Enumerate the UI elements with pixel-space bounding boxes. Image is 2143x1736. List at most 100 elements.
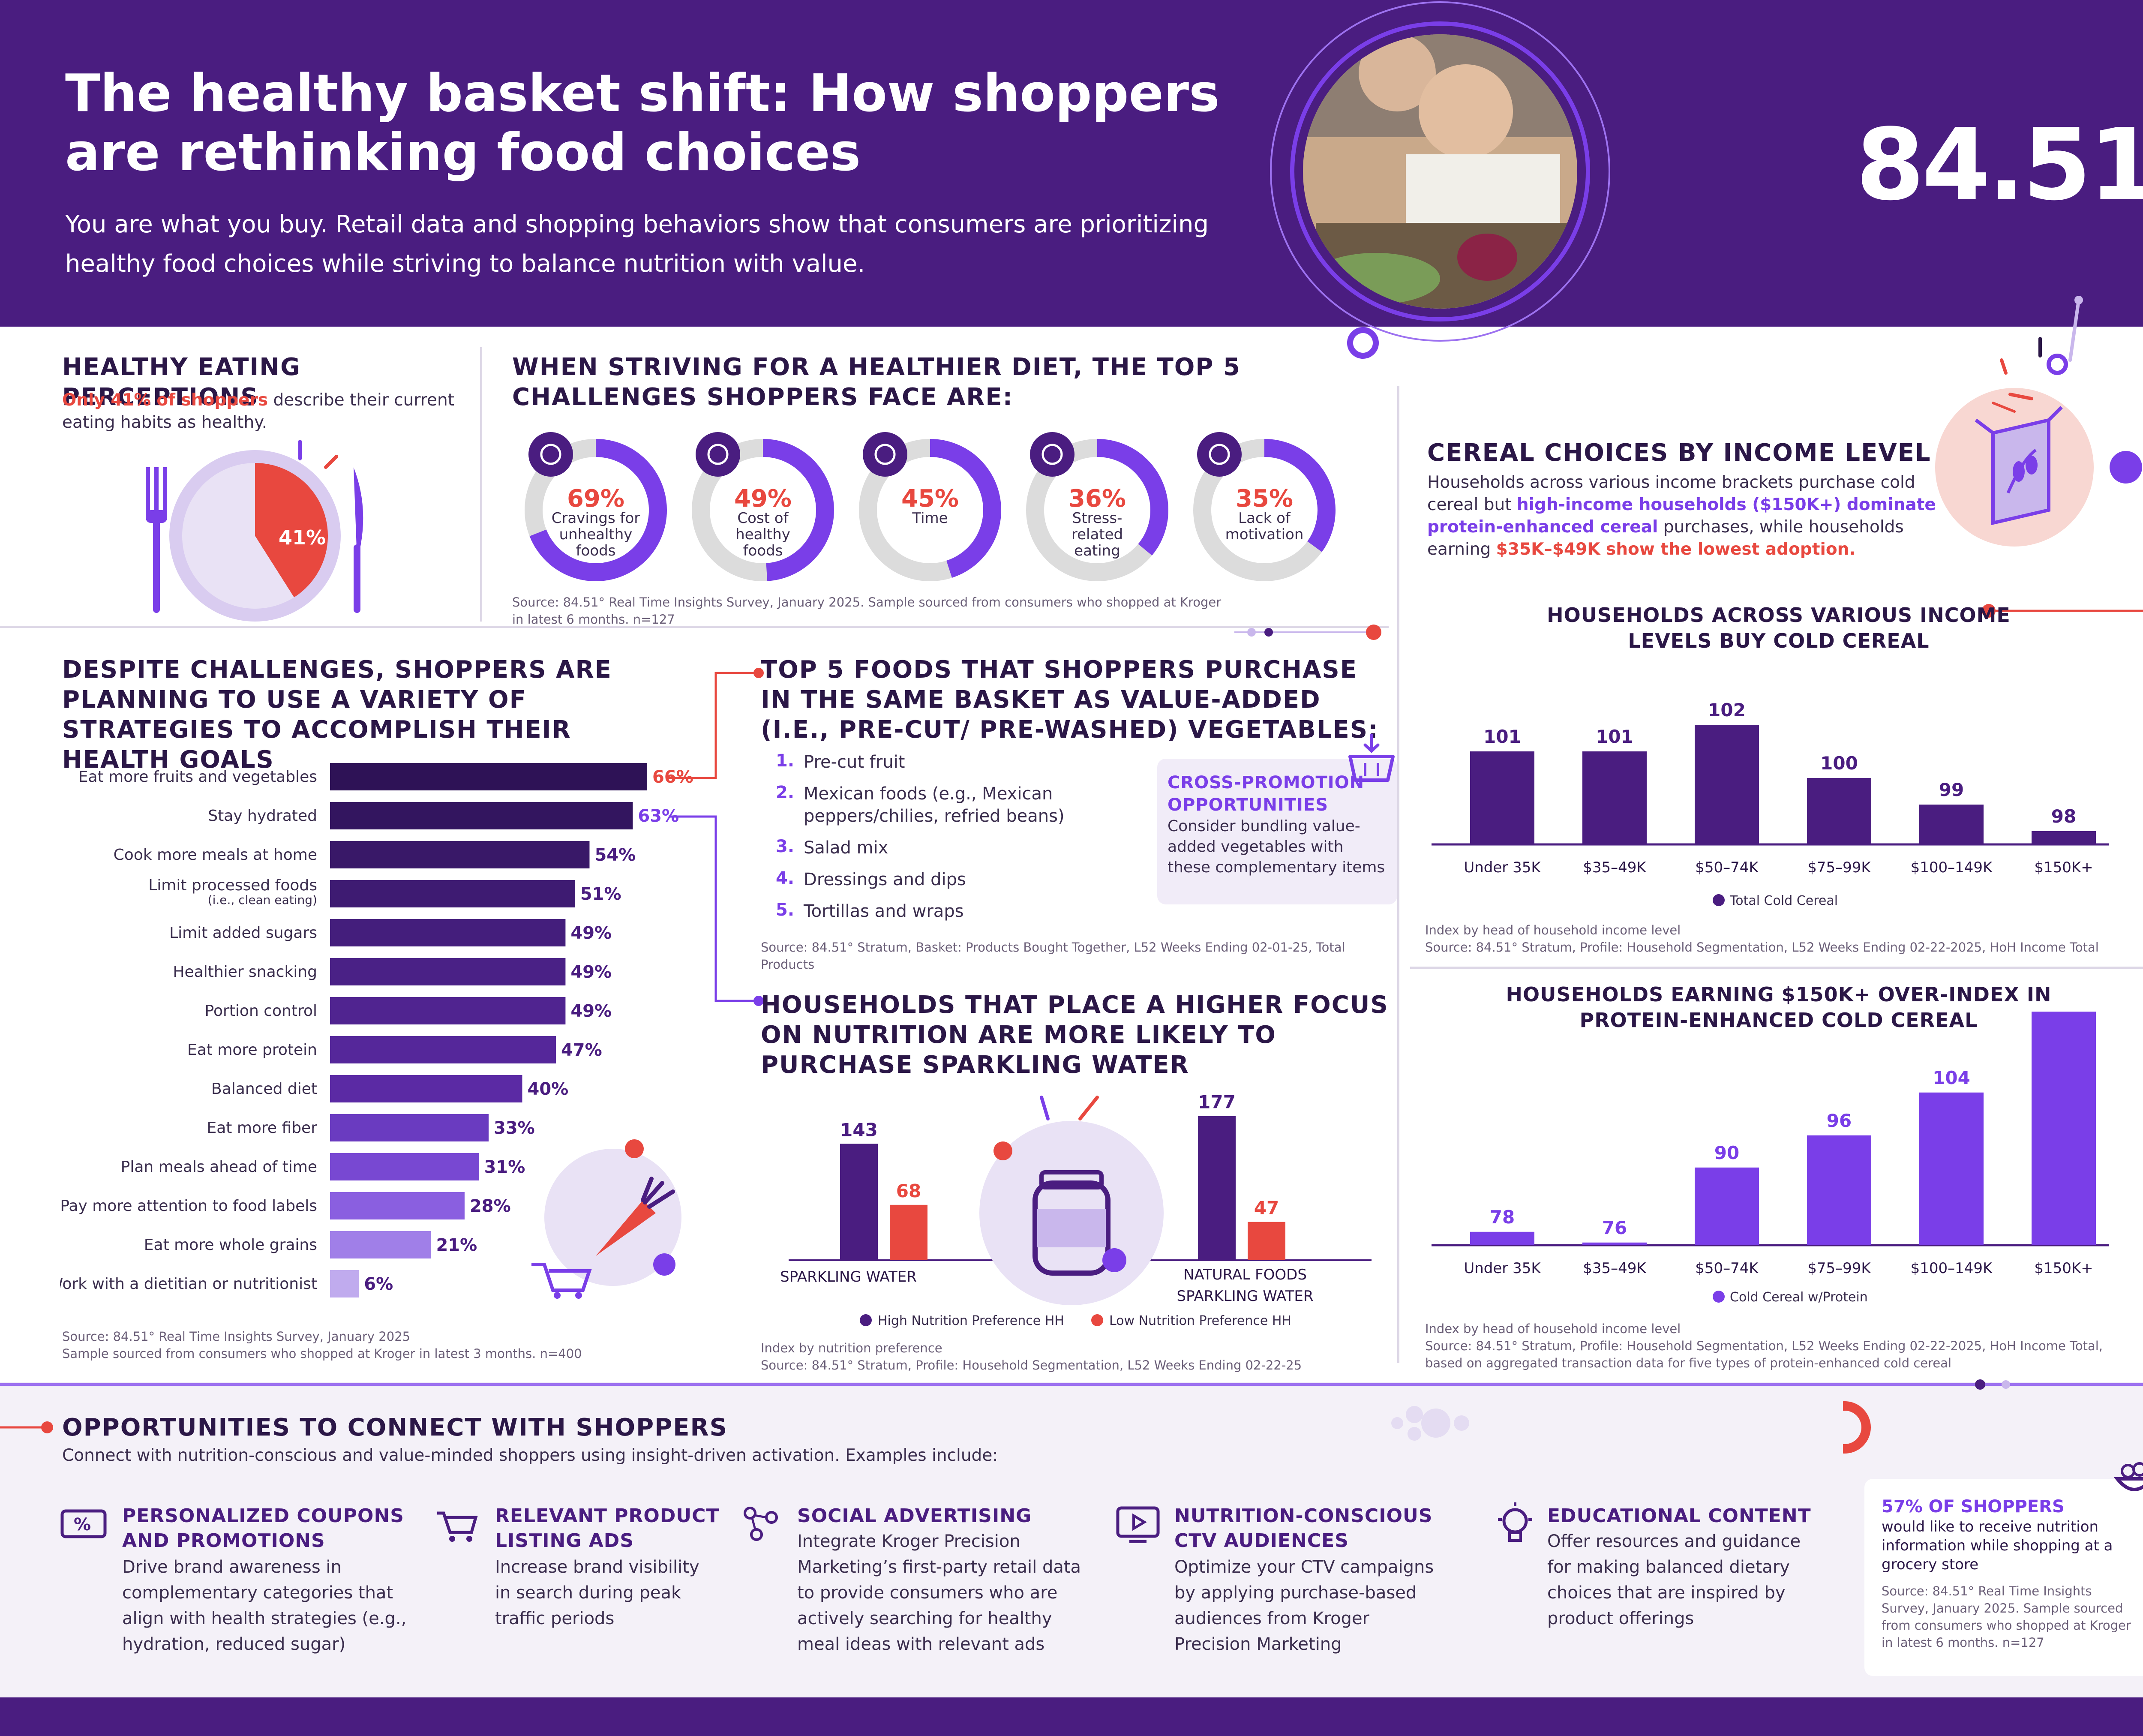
divider [1397, 386, 1399, 1363]
legend-swatch [1091, 1314, 1103, 1326]
promo-body: Consider bundling value-added vegetables… [1168, 817, 1385, 876]
tick-label: $100–149K [1911, 1260, 1993, 1277]
strategy-bar [330, 1270, 359, 1297]
icon-glyph [1209, 444, 1230, 465]
heartbeat-icon [1030, 432, 1075, 477]
jar-icon [1032, 1180, 1111, 1276]
decor-line [0, 1379, 2143, 1390]
donut-label: unhealthy [559, 526, 633, 543]
donut-label: healthy [735, 526, 790, 543]
perceptions-highlight: Only 41% of shoppers [62, 390, 268, 410]
knife-icon [354, 467, 363, 613]
svg-text:%: % [74, 1515, 91, 1535]
clock-icon [863, 432, 907, 477]
donut-label: related [1072, 526, 1123, 543]
carrot-illustration [531, 1139, 681, 1299]
category-label: SPARKLING WATER [780, 1268, 917, 1285]
bar-value: 76 [1602, 1217, 1627, 1238]
cereal-bar [1582, 1242, 1647, 1245]
donut-label: foods [743, 542, 783, 559]
donut-value: 35% [1236, 485, 1293, 513]
donut-label: Cravings for [552, 510, 640, 527]
shopping-cart-icon [531, 1263, 592, 1299]
divider [1410, 967, 2143, 969]
icon-glyph [874, 444, 896, 465]
challenges-chart: 69% Cravings for unhealthy foods 49% Cost of h… [514, 424, 1372, 587]
bar-value: 51% [580, 884, 621, 904]
header-banner [0, 0, 2143, 327]
pizza-icon [528, 432, 573, 477]
bar-value: 47% [561, 1040, 602, 1060]
strategy-bar [330, 880, 575, 907]
footer-bar [0, 1697, 2143, 1736]
cereal-box-illustration [1935, 296, 2142, 547]
tick-label: $150K+ [2034, 859, 2093, 876]
strategy-bar [330, 841, 590, 868]
foods-heading: TOP 5 FOODS THAT SHOPPERS PURCHASE IN TH… [761, 656, 1379, 744]
cereal-heading: CEREAL CHOICES BY INCOME LEVEL [1427, 439, 1931, 467]
decor-line [1982, 604, 2143, 618]
promo-title: CROSS-PROMOTION OPPORTUNITIES [1168, 773, 1365, 815]
bar-label: Work with a dietitian or nutritionist [60, 1275, 317, 1293]
donut-label: eating [1074, 542, 1120, 559]
cross-promotion-box: CROSS-PROMOTION OPPORTUNITIES Consider b… [1157, 759, 1397, 904]
strategies-bar-chart: Eat more fruits and vegetables 66%Stay hy… [60, 763, 693, 1297]
price-tag-icon [696, 432, 740, 477]
donut-value: 45% [901, 485, 959, 513]
bar-value: 40% [527, 1079, 568, 1099]
icon-glyph [540, 444, 561, 465]
donut-label: Time [912, 510, 948, 527]
opportunities-heading: OPPORTUNITIES TO CONNECT WITH SHOPPERS [62, 1414, 728, 1442]
strategy-bar [330, 763, 647, 790]
cereal-bar [2032, 831, 2096, 844]
perceptions-text: Only 41% of shoppers describe their curr… [62, 389, 474, 434]
bar-label: Healthier snacking [173, 963, 317, 981]
challenges-heading: WHEN STRIVING FOR A HEALTHIER DIET, THE … [512, 353, 1241, 411]
hero-photo [1270, 1, 1610, 359]
tick-label: $35–49K [1583, 1260, 1647, 1277]
decor-dot [993, 1141, 1012, 1160]
sparkling-bar [1248, 1222, 1285, 1260]
strategy-bar [330, 1192, 465, 1219]
legend-label: Low Nutrition Preference HH [1109, 1313, 1291, 1328]
bar-value: 31% [484, 1157, 525, 1177]
bar-value: 177 [1198, 1092, 1236, 1113]
donut-label: foods [576, 542, 616, 559]
bar-value: 49% [570, 923, 612, 943]
pie-slice-41 [255, 463, 328, 598]
bar-value: 28% [470, 1196, 511, 1216]
callout-card: 57% OF SHOPPERS would like to receive nu… [1864, 1479, 2143, 1676]
challenge-donut: 45%Time [859, 432, 1001, 581]
donut-value: 36% [1068, 485, 1126, 513]
legend-label: High Nutrition Preference HH [878, 1313, 1064, 1328]
connector-lines [669, 668, 764, 1006]
plate-pie-chart: 41% [146, 440, 363, 622]
bar-value: 101 [1483, 726, 1521, 747]
strategy-bar [330, 1153, 479, 1180]
donut-value: 69% [567, 485, 624, 513]
icon-glyph [1041, 444, 1063, 465]
challenges-source: Source: 84.51° Real Time Insights Survey… [512, 595, 1222, 627]
foods-list: 1. Pre-cut fruit 2. Mexican foods (e.g., M… [776, 751, 1162, 922]
cereal-chart-1: 101 Under 35K 101 $35–49K 102 $50–74K 100 $75–9… [1432, 700, 2109, 908]
donut-label: Cost of [737, 510, 789, 527]
divider [0, 626, 1389, 628]
page-subtitle: You are what you buy. Retail data and sh… [65, 210, 1209, 278]
bar-label: Eat more fruits and vegetables [78, 768, 317, 786]
strategies-source-2: Sample sourced from consumers who shoppe… [62, 1346, 582, 1361]
strategy-bar [330, 1114, 489, 1141]
perceptions-heading: HEALTHY EATING PERCEPTIONS [62, 353, 301, 411]
bar-value: 47 [1254, 1198, 1279, 1219]
opportunities-intro: Connect with nutrition-conscious and val… [62, 1446, 998, 1465]
tick-label: $75–99K [1807, 859, 1871, 876]
tick-label: $50–74K [1695, 859, 1759, 876]
cereal-bar [2032, 1012, 2096, 1245]
cart-click-icon [437, 1511, 478, 1542]
strategy-bar [330, 1231, 431, 1258]
bar-value: 99 [1939, 779, 1964, 800]
sparkling-source: Source: 84.51° Stratum, Profile: Househo… [761, 1358, 1302, 1373]
tick-label: $150K+ [2034, 1260, 2093, 1277]
cereal-chart-2: 78 Under 35K 76 $35–49K 90 $50–74K 96 $75–99K 10… [1432, 1012, 2109, 1305]
bar-value: 143 [840, 1119, 878, 1140]
tick-label: Under 35K [1464, 1260, 1541, 1277]
